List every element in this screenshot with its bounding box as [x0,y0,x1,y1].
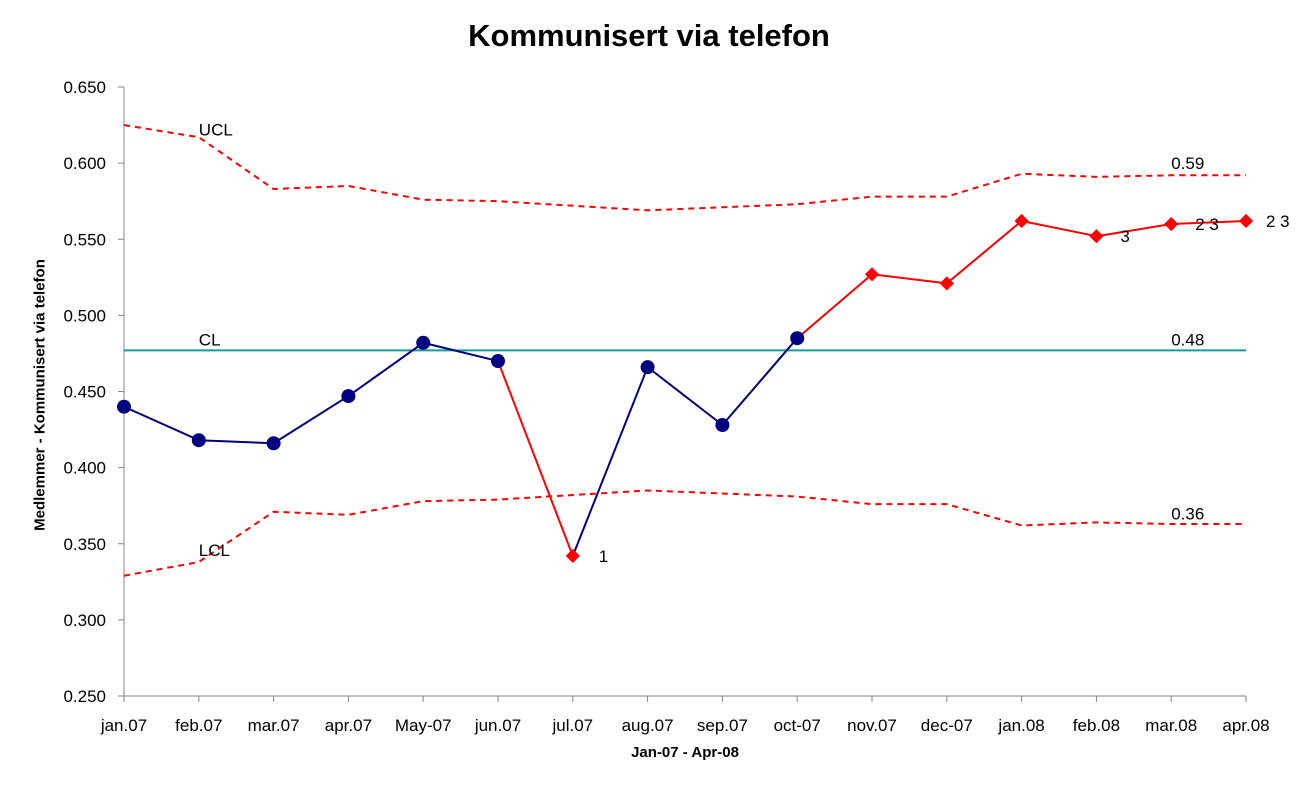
data-line-segment [646,366,724,426]
data-line-segment [946,220,1023,285]
y-tick-label: 0.300 [63,611,106,630]
y-tick-label: 0.550 [63,230,106,249]
x-tick-label: feb.07 [175,716,222,735]
annotation-label: LCL [199,541,230,560]
data-line-segment [123,405,200,442]
annotation-label: 0.48 [1171,331,1204,350]
x-tick-label: jan.08 [997,716,1044,735]
x-axis-label: Jan-07 - Apr-08 [631,744,739,761]
annotation-label: 2 3 [1266,212,1290,231]
y-tick-label: 0.400 [63,459,106,478]
series-line-ucl [123,124,1246,212]
x-tick-label: feb.08 [1073,716,1120,735]
data-line-segment [422,341,499,363]
x-tick-label: sep.07 [697,716,748,735]
signal-point [565,548,580,564]
annotation-label: 1 [599,547,608,566]
signal-point [1014,213,1029,229]
annotation-label: 3 [1120,227,1129,246]
data-point [117,399,131,414]
signal-point [1238,213,1254,229]
data-line-segment [721,337,798,426]
data-line-segment [871,273,947,285]
y-tick-label: 0.500 [63,306,106,325]
data-line-segment [1171,219,1247,226]
series-line-lcl [123,489,1246,577]
annotation-label: 2 3 [1195,215,1219,234]
data-line-segment [1021,220,1097,238]
data-point [640,360,655,375]
x-tick-label: apr.08 [1222,716,1269,735]
data-line-segment [347,341,424,397]
x-tick-label: jun.07 [474,716,521,735]
x-tick-label: jan.07 [100,716,147,735]
data-point [790,331,805,346]
x-tick-label: mar.07 [248,716,300,735]
y-tick-label: 0.350 [63,535,106,554]
x-tick-label: mar.08 [1145,716,1197,735]
x-tick-label: dec-07 [921,716,973,735]
x-tick-label: nov.07 [847,716,897,735]
data-point [266,436,281,451]
signal-point [939,276,954,291]
y-tick-label: 0.600 [63,154,106,173]
annotation-label: UCL [199,121,233,140]
y-tick-label: 0.250 [63,687,106,706]
data-point [341,389,356,404]
annotation-label: CL [199,331,221,350]
annotation-label: 0.36 [1171,504,1204,523]
data-point [491,354,505,369]
x-tick-label: May-07 [395,716,452,735]
data-line-segment [198,439,274,445]
data-line-segment [571,366,649,557]
x-tick-label: oct-07 [774,716,821,735]
data-line-segment [796,273,873,339]
data-point [416,335,431,350]
signal-point [864,267,880,282]
data-point [191,433,206,448]
y-tick-label: 0.450 [63,383,106,402]
y-tick-label: 0.650 [63,78,106,97]
annotation-label: 0.59 [1171,154,1204,173]
signal-point [1089,229,1104,244]
x-tick-label: apr.07 [325,716,372,735]
data-line-segment [1096,223,1172,238]
data-line-segment [273,395,349,445]
chart-title: Kommunisert via telefon [468,18,830,53]
data-point [715,417,730,432]
data-line-segment [497,360,574,557]
x-tick-label: jul.07 [551,716,593,735]
signal-point [1164,216,1179,232]
x-tick-label: aug.07 [622,716,674,735]
